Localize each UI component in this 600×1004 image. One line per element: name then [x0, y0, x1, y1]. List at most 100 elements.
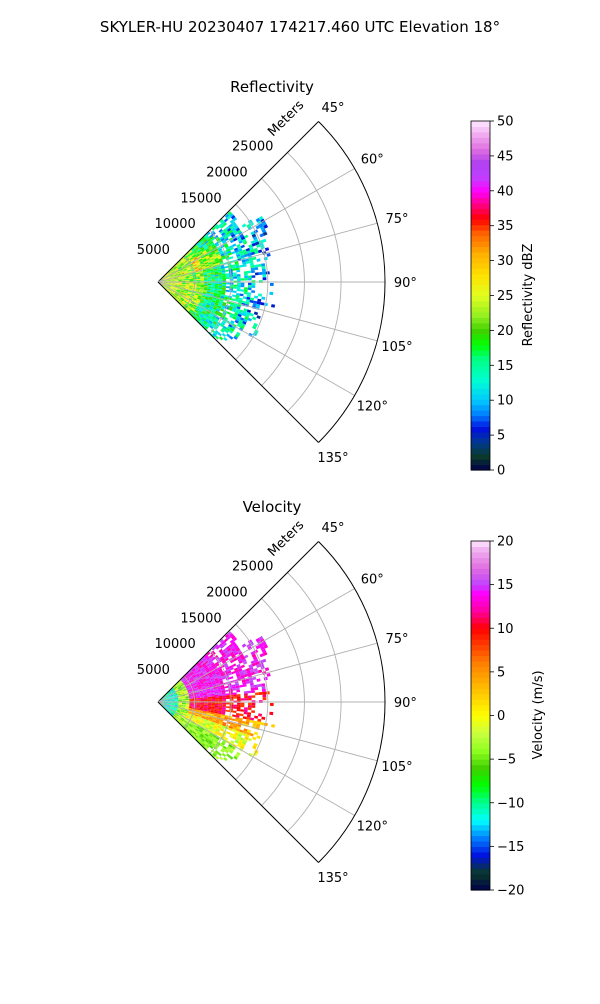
echo-gate	[243, 716, 247, 719]
echo-gate	[243, 296, 247, 299]
colorbar-tick-label: 15	[497, 359, 514, 374]
echo-gate	[271, 724, 275, 728]
echo-gate	[265, 667, 269, 671]
echo-gate	[223, 757, 227, 761]
colorbar-segment	[471, 296, 490, 302]
echo-gate	[219, 703, 223, 705]
colorbar-segment	[471, 879, 490, 885]
colorbar-segment	[471, 585, 490, 591]
echo-gate	[219, 336, 223, 340]
echo-gate	[252, 737, 256, 741]
echo-gate	[259, 272, 263, 275]
colorbar-segment	[471, 230, 490, 236]
azimuth-tick-label: 105°	[381, 340, 412, 355]
colorbar-segment	[471, 661, 490, 667]
echo-gate	[237, 709, 241, 712]
echo-gate	[247, 271, 251, 274]
echo-gate	[260, 722, 264, 726]
colorbar-segment	[471, 225, 490, 231]
colorbar-segment	[471, 797, 490, 803]
colorbar-segment	[471, 721, 490, 727]
colorbar-tick-label: −15	[497, 840, 524, 855]
echo-gate	[219, 698, 223, 700]
colorbar-segment	[471, 601, 490, 607]
echo-gate	[211, 698, 215, 700]
echo-gate	[252, 285, 256, 288]
colorbar-segment	[471, 557, 490, 563]
range-tick-label: 5000	[137, 663, 170, 678]
echo-gate	[208, 278, 212, 280]
echo-gate	[244, 287, 248, 290]
colorbar-segment	[471, 677, 490, 683]
colorbar-tick-label: 30	[497, 254, 514, 269]
colorbar-segment	[471, 159, 490, 165]
colorbar-segment	[471, 317, 490, 323]
echo-gate	[244, 292, 248, 295]
echo-gate	[254, 716, 258, 719]
echo-gate	[270, 703, 274, 706]
echo-gate	[261, 717, 265, 720]
reflectivity-polar-grid: 50001000015000200002500045°60°75°90°105°…	[137, 98, 417, 466]
echo-gate	[211, 705, 215, 707]
echo-gate	[265, 247, 269, 251]
colorbar-tick-label: 5	[497, 665, 505, 680]
echo-gate	[232, 294, 236, 297]
colorbar-segment	[471, 355, 490, 361]
colorbar-segment	[471, 203, 490, 209]
echo-gate	[215, 706, 219, 708]
echo-gate	[247, 712, 251, 715]
colorbar-segment	[471, 148, 490, 154]
colorbar-segment	[471, 666, 490, 672]
echo-gate	[222, 284, 226, 286]
echo-gate	[258, 249, 262, 253]
colorbar-segment	[471, 672, 490, 678]
colorbar-segment	[471, 819, 490, 825]
azimuth-tick-label: 120°	[357, 400, 388, 415]
colorbar-segment	[471, 426, 490, 432]
colorbar-tick-label: 35	[497, 219, 514, 234]
azimuth-spoke	[158, 702, 355, 816]
echo-gate	[219, 756, 223, 760]
velocity-colorbar-label: Velocity (m/s)	[531, 670, 546, 759]
colorbar-segment	[471, 579, 490, 585]
colorbar-segment	[471, 765, 490, 771]
range-axis-label: Meters	[265, 98, 307, 140]
echo-gate	[237, 289, 241, 292]
colorbar-segment	[471, 290, 490, 296]
echo-gate	[231, 251, 235, 254]
echo-gate	[244, 290, 248, 293]
echo-gate	[271, 304, 275, 308]
echo-gate	[258, 264, 262, 267]
colorbar-segment	[471, 612, 490, 618]
colorbar-segment	[471, 274, 490, 280]
echo-gate	[233, 705, 237, 707]
range-tick-label: 15000	[180, 611, 221, 626]
echo-gate	[233, 274, 237, 276]
echo-gate	[251, 688, 255, 691]
echo-gate	[262, 269, 266, 272]
echo-gate	[251, 290, 255, 293]
colorbar-segment	[471, 197, 490, 203]
echo-gate	[215, 286, 219, 288]
echo-gate	[233, 697, 237, 699]
colorbar-segment	[471, 759, 490, 765]
colorbar-segment	[471, 748, 490, 754]
echo-gate	[262, 689, 266, 692]
echo-gate	[260, 302, 264, 306]
echo-gate	[197, 702, 201, 703]
echo-gate	[232, 714, 236, 717]
colorbar-segment	[471, 617, 490, 623]
colorbar-tick-label: 40	[497, 184, 514, 199]
colorbar-segment	[471, 852, 490, 858]
colorbar-tick-label: 10	[497, 394, 514, 409]
echo-gate	[263, 277, 267, 280]
colorbar-segment	[471, 219, 490, 225]
echo-gate	[222, 753, 226, 757]
reflectivity-title: Reflectivity	[230, 78, 314, 96]
echo-gate	[197, 280, 201, 281]
colorbar-segment	[471, 699, 490, 705]
colorbar-segment	[471, 781, 490, 787]
colorbar-segment	[471, 366, 490, 372]
